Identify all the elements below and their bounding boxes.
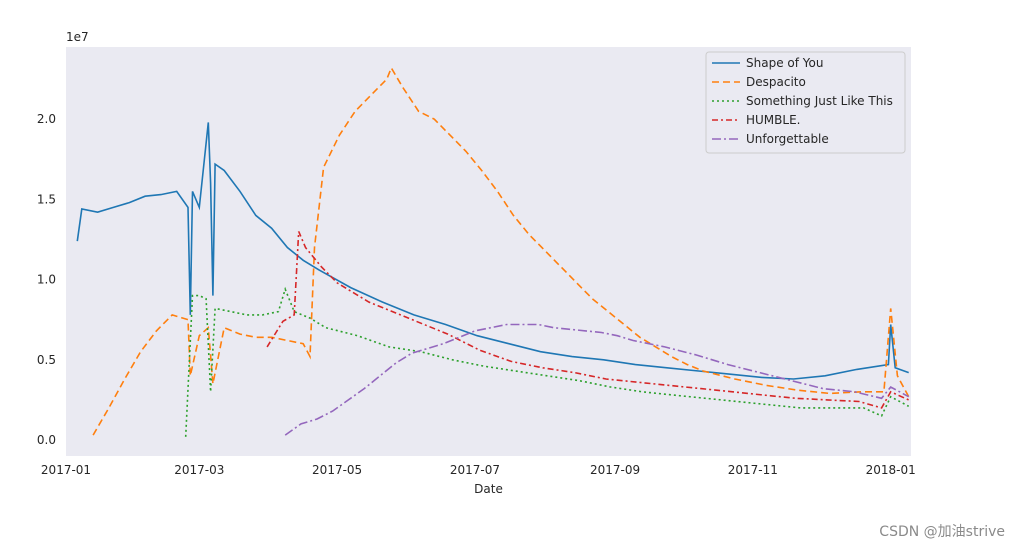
x-axis-label: Date [474,482,503,496]
y-tick-label: 1.5 [37,192,56,206]
legend: Shape of You Despacito Something Just Like… [705,51,906,154]
series-line-4 [284,323,910,436]
x-tick-label: 2017-01 [41,463,91,477]
series-layer [76,66,910,437]
watermark: CSDN @加油strive [879,524,1005,540]
series-line-2 [184,286,910,437]
x-tick-label: 2017-11 [728,463,778,477]
x-tick-label: 2017-09 [590,463,640,477]
y-tick-label: 1.0 [37,273,56,287]
x-tick-label: 2018-01 [866,463,916,477]
y-tick-label: 0.5 [37,353,56,367]
y-tick-label: 0.0 [37,433,56,447]
x-tick-label: 2017-03 [174,463,224,477]
y-axis-ticks: 0.0 0.5 1.0 1.5 2.0 [37,112,56,447]
legend-box [705,51,906,154]
legend-label: Shape of You [746,56,823,70]
legend-label: Something Just Like This [746,94,893,108]
x-axis-ticks: 2017-01 2017-03 2017-05 2017-07 2017-09 2017-… [41,463,916,477]
x-tick-label: 2017-07 [450,463,500,477]
x-tick-label: 2017-05 [312,463,362,477]
y-tick-label: 2.0 [37,112,56,126]
y-axis-offset-label: 1e7 [66,30,89,44]
series-line-0 [76,122,909,380]
series-line-3 [266,231,910,409]
legend-label: Unforgettable [746,132,829,146]
legend-label: Despacito [746,75,806,89]
legend-label: HUMBLE. [746,113,800,127]
